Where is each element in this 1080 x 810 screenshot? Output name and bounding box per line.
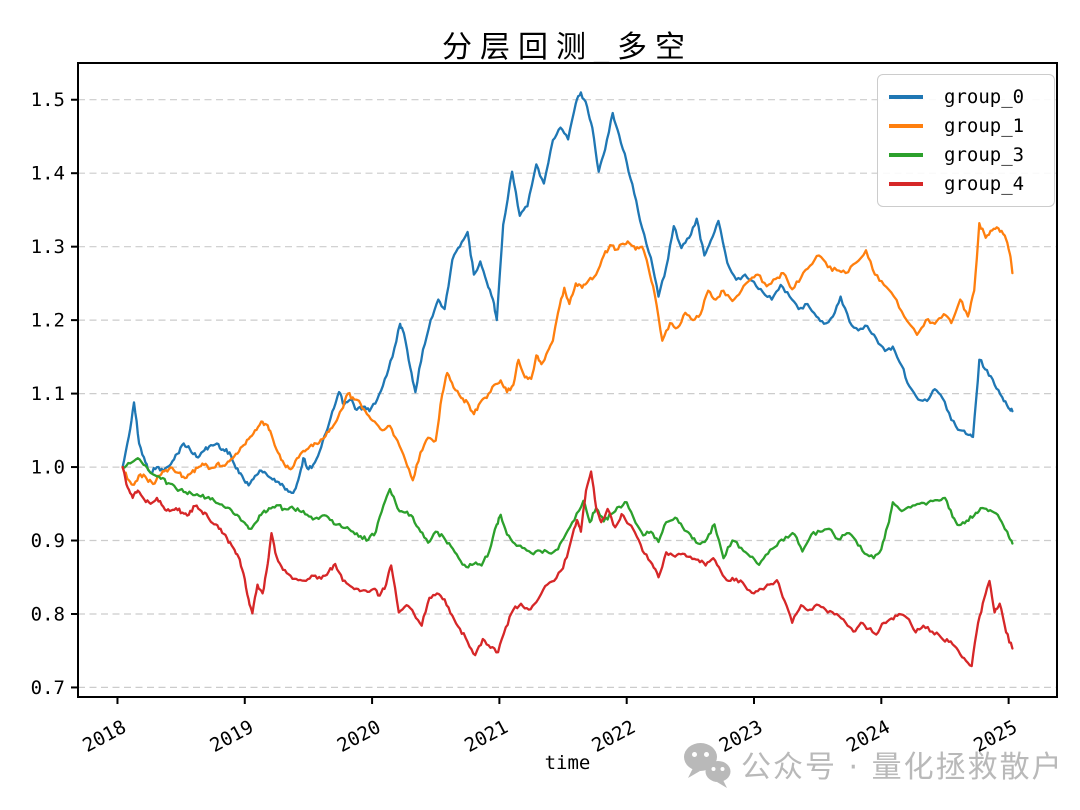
legend-line-swatch-icon [889, 124, 923, 128]
grid-lines [78, 99, 1057, 689]
legend-item-group-0: group_0 [889, 84, 1054, 110]
svg-text:1.5: 1.5 [31, 89, 65, 111]
series-line-group_4 [121, 465, 1014, 668]
svg-text:1.0: 1.0 [31, 457, 65, 479]
series-line-group_3 [121, 457, 1014, 569]
y-tick-labels: 0.7 0.8 0.9 1.0 1.1 1.2 1.3 1.4 1.5 [31, 89, 65, 699]
x-axis-label: time [544, 752, 591, 774]
legend-item-group-4: group_4 [889, 171, 1054, 197]
legend-line-swatch-icon [889, 182, 923, 186]
chart-title: 分层回测_多空 [442, 30, 693, 65]
legend-line-swatch-icon [889, 95, 923, 99]
series-line-group_1 [121, 222, 1014, 486]
wechat-icon [684, 743, 731, 788]
series-line-group_0 [121, 91, 1014, 495]
svg-text:0.8: 0.8 [31, 604, 65, 626]
legend-item-group-1: group_1 [889, 113, 1054, 139]
legend-label: group_4 [944, 173, 1025, 195]
legend-label: group_3 [944, 144, 1025, 166]
axis-ticks [71, 98, 1010, 704]
svg-text:1.4: 1.4 [31, 163, 65, 185]
axes-box [77, 62, 1058, 698]
svg-text:2018: 2018 [79, 716, 130, 757]
svg-text:2019: 2019 [206, 716, 257, 757]
svg-text:1.1: 1.1 [31, 383, 65, 405]
legend: group_0 group_1 group_3 group_4 [877, 74, 1055, 207]
legend-label: group_1 [944, 115, 1025, 137]
svg-text:2021: 2021 [461, 716, 512, 757]
legend-line-swatch-icon [889, 153, 923, 157]
svg-text:2022: 2022 [588, 716, 639, 757]
watermark: 公众号 · 量化拯救散户 [681, 738, 1064, 790]
svg-text:0.9: 0.9 [31, 530, 65, 552]
svg-text:0.7: 0.7 [31, 677, 65, 699]
watermark-text: 公众号 · 量化拯救散户 [741, 750, 1064, 785]
svg-text:1.2: 1.2 [31, 310, 65, 332]
legend-item-group-3: group_3 [889, 142, 1054, 168]
legend-label: group_0 [944, 86, 1025, 108]
svg-text:1.3: 1.3 [31, 236, 65, 258]
svg-text:2020: 2020 [334, 716, 385, 757]
